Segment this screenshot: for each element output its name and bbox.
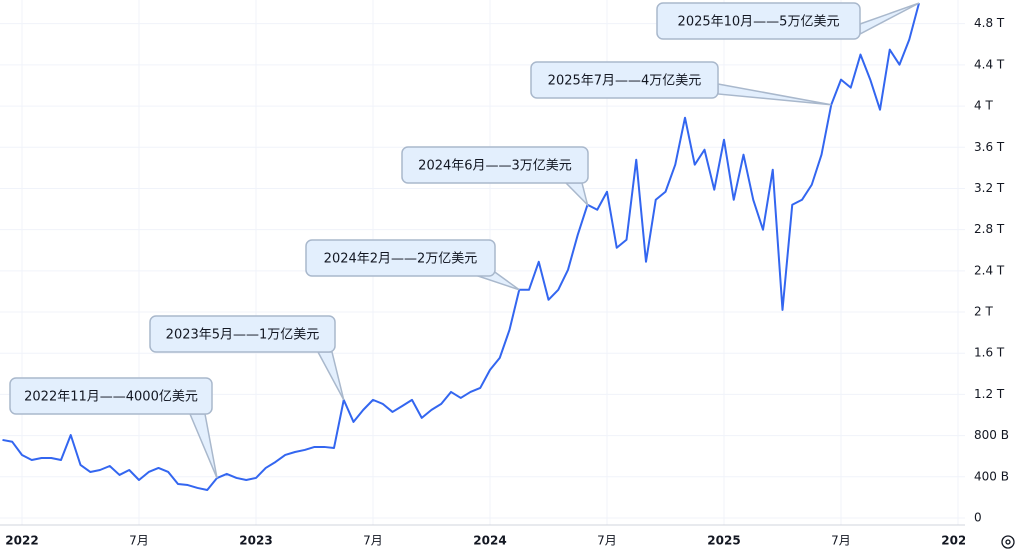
x-tick-label: 2024 — [473, 534, 506, 548]
y-tick-label: 3.6 T — [974, 140, 1005, 154]
settings-icon[interactable] — [1001, 535, 1015, 549]
callout-pointer — [564, 182, 589, 208]
x-tick-label: 7月 — [831, 534, 851, 548]
callout-box — [149, 315, 336, 353]
callout-text: 2024年6月——3万亿美元 — [418, 159, 572, 174]
line-series — [2, 2, 920, 491]
y-tick-label: 1.2 T — [974, 387, 1005, 401]
x-tick-label: 7月 — [597, 534, 617, 548]
y-tick-label: 800 B — [974, 428, 1009, 442]
x-tick-label: 2025 — [707, 534, 740, 548]
y-tick-label: 2.4 T — [974, 263, 1005, 277]
y-tick-label: 4 T — [974, 99, 993, 113]
x-tick-label: 7月 — [129, 534, 149, 548]
y-axis: 0 400 B 800 B 1.2 T 1.6 T 2 T 2.4 T 2.8 T 3.2 T 3… — [974, 16, 1009, 524]
y-tick-label: 3.2 T — [974, 181, 1005, 195]
x-tick-label: 7月 — [363, 534, 383, 548]
callout-text: 2023年5月——1万亿美元 — [166, 328, 320, 343]
callout-pointer — [188, 413, 218, 479]
y-tick-label: 2 T — [974, 305, 993, 319]
y-tick-label: 400 B — [974, 469, 1009, 483]
x-tick-label: 2023 — [239, 534, 272, 548]
callout-pointer — [717, 83, 832, 106]
callout-box — [9, 377, 213, 415]
annotations: 2022年11月——4000亿美元 2023年5月——1万亿美元 2024年2月——… — [9, 2, 920, 479]
y-tick-label: 4.8 T — [974, 16, 1005, 30]
x-tick-label: 2022 — [5, 534, 38, 548]
y-tick-label: 1.6 T — [974, 346, 1005, 360]
plot-area: 2022 7月 2023 7月 2024 7月 2025 7月 2026 — [2, 2, 974, 548]
callout-text: 2025年10月——5万亿美元 — [678, 15, 840, 30]
callout-text: 2025年7月——4万亿美元 — [548, 74, 702, 89]
callout-text: 2024年2月——2万亿美元 — [324, 252, 478, 267]
callout-text: 2022年11月——4000亿美元 — [24, 390, 198, 405]
callout-box — [305, 239, 496, 277]
y-tick-label: 2.8 T — [974, 222, 1005, 236]
callout-box — [656, 2, 861, 40]
callout-pointer — [316, 351, 345, 401]
callout-box — [401, 146, 589, 184]
y-tick-label: 0 — [974, 511, 982, 525]
y-tick-label: 4.4 T — [974, 57, 1005, 71]
callout-pointer — [859, 2, 920, 36]
callout-box — [530, 61, 719, 99]
x-tick-label: 2026 — [941, 534, 974, 548]
